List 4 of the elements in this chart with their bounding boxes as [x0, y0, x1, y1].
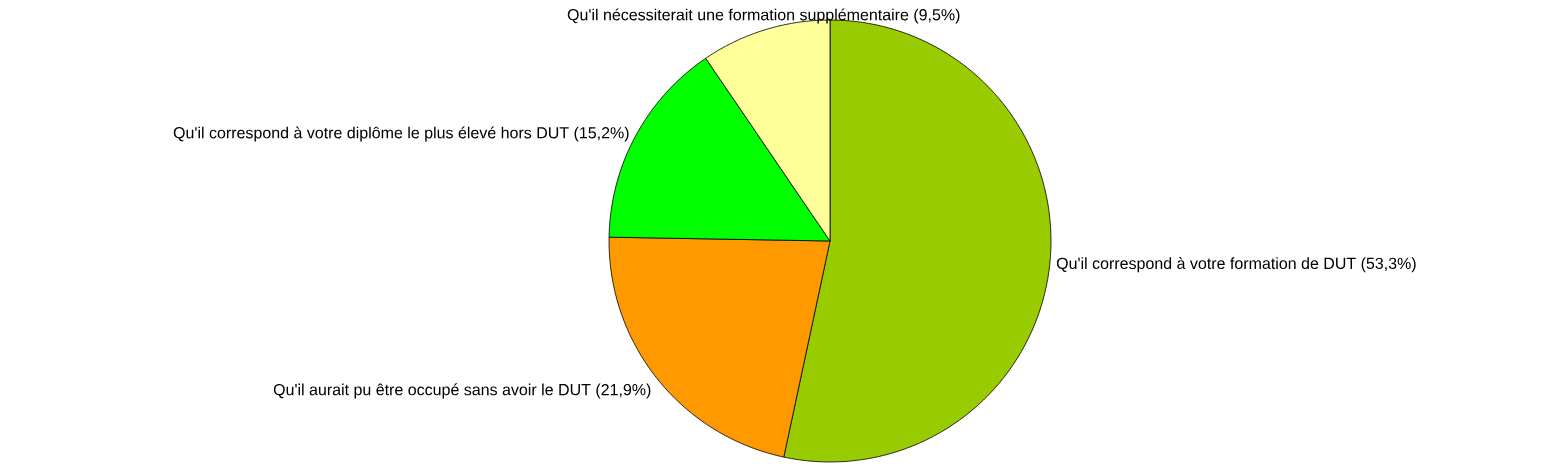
- slice-label: Qu'il correspond à votre formation de DUT (53,3%): [1056, 257, 1416, 273]
- slice-label: Qu'il aurait pu être occupé sans avoir le DUT (21,9%): [273, 383, 651, 399]
- slice-label: Qu'il correspond à votre diplôme le plus élevé hors DUT (15,2%): [173, 126, 629, 142]
- slice-label: Qu'il nécessiterait une formation supplémentaire (9,5%): [567, 8, 960, 24]
